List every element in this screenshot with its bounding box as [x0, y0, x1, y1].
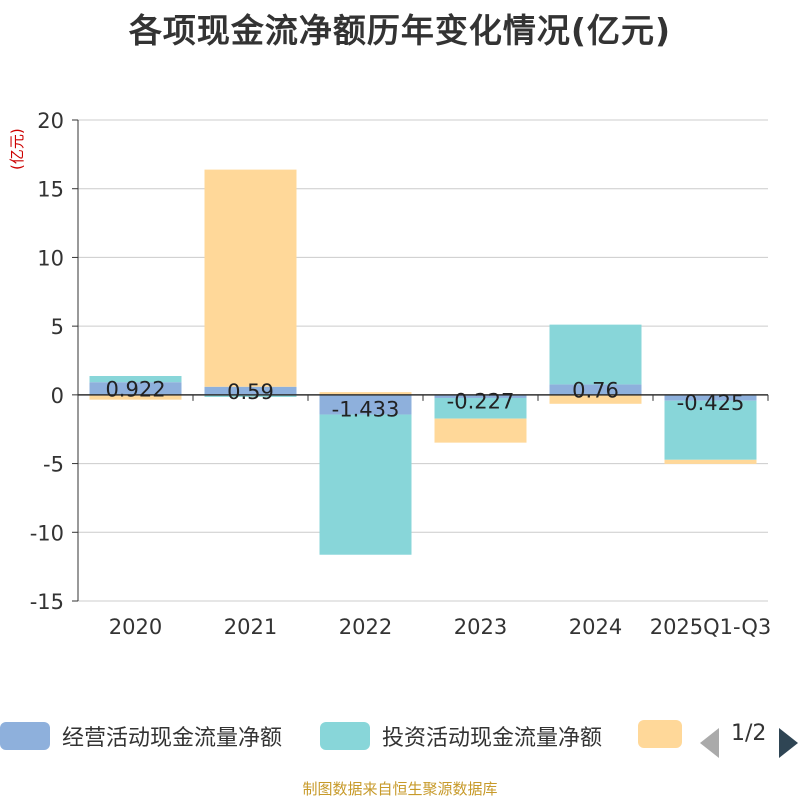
x-tick-label: 2020	[109, 615, 162, 639]
y-tick-label: 5	[51, 315, 64, 339]
x-tick-label: 2025Q1-Q3	[650, 615, 772, 639]
legend: 经营活动现金流量净额 投资活动现金流量净额 1/2	[0, 712, 800, 760]
legend-label-operating: 经营活动现金流量净额	[62, 726, 283, 751]
x-tick-label: 2024	[569, 615, 622, 639]
y-tick-label: 0	[51, 384, 64, 408]
data-label: 0.922	[105, 378, 165, 402]
legend-swatch-operating	[0, 722, 50, 750]
y-tick-label: 15	[37, 178, 64, 202]
y-tick-label: -10	[30, 521, 64, 545]
data-source-note: 制图数据来自恒生聚源数据库	[302, 780, 498, 798]
bar	[664, 394, 757, 401]
legend-item-financing[interactable]	[638, 720, 682, 748]
data-label: 0.76	[572, 379, 619, 403]
y-tick-label: 20	[37, 109, 64, 133]
bar	[549, 394, 642, 404]
chart-svg: 20 15 10 5 0 -5 -10 -15 0.922 0.59 -1.433 -0.227 0.7…	[30, 109, 772, 639]
legend-swatch-financing	[638, 720, 682, 748]
bar	[664, 400, 757, 460]
x-tick-label: 2022	[339, 615, 392, 639]
legend-page-indicator: 1/2	[731, 721, 767, 746]
bar	[89, 382, 182, 395]
legend-next-page-icon[interactable]	[779, 728, 798, 758]
legend-item-operating[interactable]: 经营活动现金流量净额	[0, 720, 282, 752]
bar	[434, 394, 527, 398]
bar	[664, 459, 757, 464]
x-tick-label: 2021	[224, 615, 277, 639]
bar	[549, 324, 642, 385]
y-tick-label: 10	[37, 246, 64, 270]
bar	[319, 414, 412, 555]
bar	[89, 376, 182, 383]
y-tick-label: -15	[30, 590, 64, 614]
legend-item-investing[interactable]: 投资活动现金流量净额	[320, 720, 602, 752]
legend-prev-page-icon[interactable]	[700, 728, 719, 758]
data-label: -0.227	[447, 389, 515, 413]
bar	[204, 394, 297, 397]
y-tick-label: -5	[43, 453, 64, 477]
bar	[319, 394, 412, 415]
data-label: -0.425	[677, 391, 745, 415]
bar	[89, 394, 182, 400]
data-label: -1.433	[332, 398, 400, 422]
bar	[319, 392, 412, 395]
legend-swatch-investing	[320, 722, 370, 750]
bar	[204, 386, 297, 395]
bar	[434, 418, 527, 443]
bar	[434, 397, 527, 419]
x-tick-label: 2023	[454, 615, 507, 639]
bar	[549, 384, 642, 395]
data-label: 0.59	[227, 380, 274, 404]
chart-title: 各项现金流净额历年变化情况(亿元)	[128, 11, 672, 50]
legend-label-investing: 投资活动现金流量净额	[382, 726, 603, 751]
bar	[204, 169, 297, 387]
